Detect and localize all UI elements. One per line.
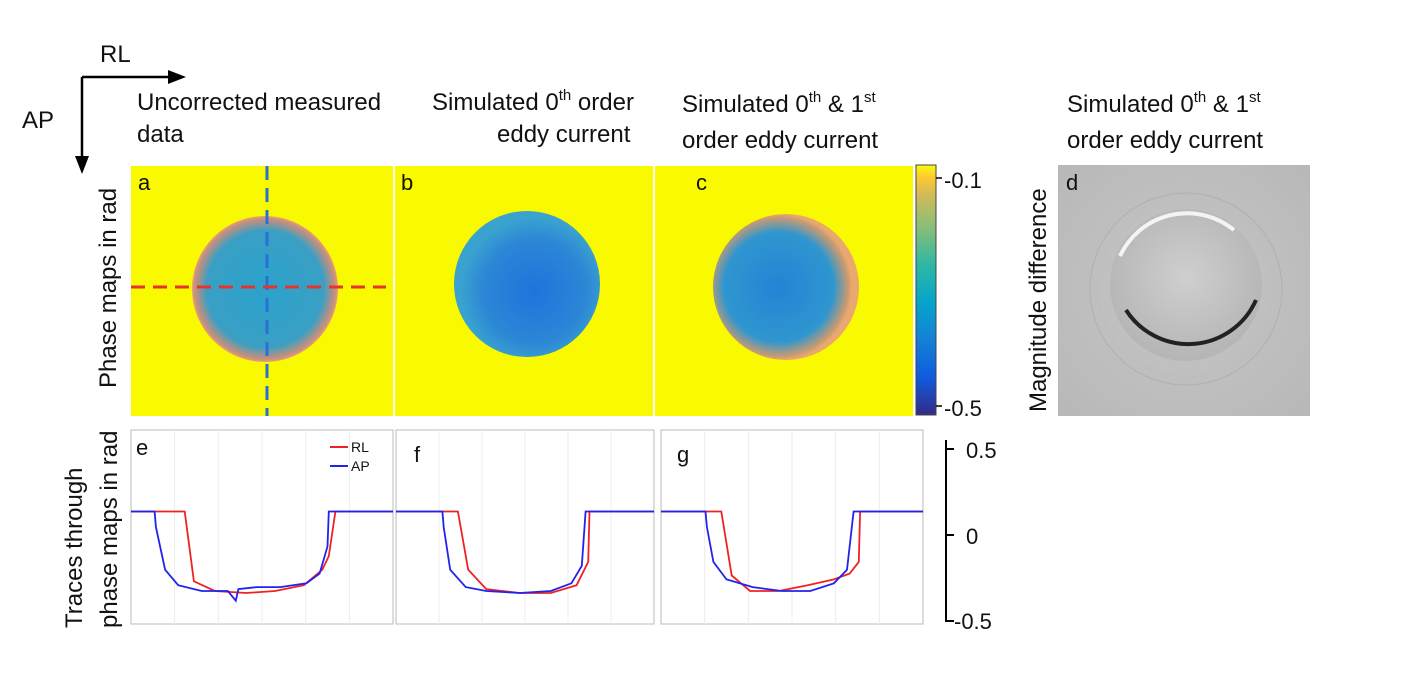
panel-letter-f: f xyxy=(414,442,421,467)
row-label-traces-line2: phase maps in rad xyxy=(96,431,123,628)
column-title-b: Simulated 0th order xyxy=(432,87,634,116)
row-label-traces-line1: Traces through xyxy=(61,467,88,628)
legend-rl-label: RL xyxy=(351,439,369,455)
panel-letter-c: c xyxy=(696,170,707,195)
colorbar: -0.1 -0.5 xyxy=(915,164,982,421)
series-line-ap-e xyxy=(131,510,393,603)
phase-map-c: c xyxy=(655,166,913,416)
ap-axis-label: AP xyxy=(22,107,54,134)
trace-ytick-mid: 0 xyxy=(966,524,978,549)
phase-map-a: a xyxy=(131,166,393,416)
series-line-rl-g xyxy=(661,510,923,592)
rl-axis-label: RL xyxy=(100,41,131,68)
colorbar-tick-top: -0.1 xyxy=(944,168,982,193)
column-title-a: Uncorrected measured xyxy=(137,89,381,116)
series-line-ap-g xyxy=(661,510,923,592)
trace-ytick-top: 0.5 xyxy=(966,438,997,463)
row-label-phase-maps: Phase maps in rad xyxy=(95,188,122,388)
trace-panel-e: e RL AP xyxy=(130,429,394,625)
series-line-ap-f xyxy=(396,510,654,594)
magnitude-image-d: d xyxy=(1058,165,1310,416)
panel-letter-d: d xyxy=(1066,170,1078,195)
orientation-indicator: RL AP xyxy=(22,41,186,174)
trace-y-axis: 0.5 0 -0.5 xyxy=(945,438,997,634)
panel-letter-g: g xyxy=(677,442,689,467)
column-titles: Uncorrected measured data Simulated 0th … xyxy=(137,87,1263,154)
panel-letter-a: a xyxy=(138,170,151,195)
trace-panel-f: f xyxy=(395,429,655,625)
column-title-b-line2: eddy current xyxy=(497,121,631,148)
column-title-a-line2: data xyxy=(137,121,184,148)
panel-letter-e: e xyxy=(136,435,148,460)
legend-ap-label: AP xyxy=(351,458,370,474)
column-title-d-line2: order eddy current xyxy=(1067,127,1263,154)
phase-map-b: b xyxy=(395,166,653,416)
series-line-rl-e xyxy=(131,510,393,594)
panel-letter-b: b xyxy=(401,170,413,195)
trace-panel-g: g xyxy=(660,429,924,625)
column-title-d: Simulated 0th & 1st xyxy=(1067,89,1261,118)
colorbar-tick-bottom: -0.5 xyxy=(944,396,982,421)
column-title-c-line2: order eddy current xyxy=(682,127,878,154)
row-label-magnitude: Magnitude difference xyxy=(1025,188,1052,412)
column-title-c: Simulated 0th & 1st xyxy=(682,89,876,118)
trace-ytick-bottom: -0.5 xyxy=(954,609,992,634)
